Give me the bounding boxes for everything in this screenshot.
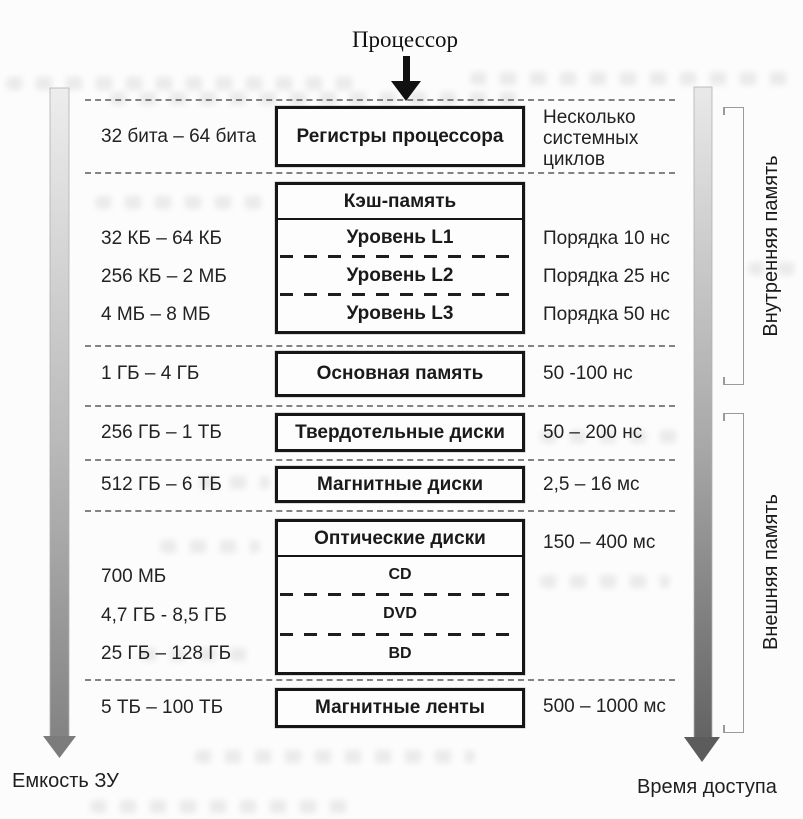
cache-l1-time: Порядка 10 нс	[543, 228, 670, 249]
ssd-time: 50 – 200 нс	[543, 422, 643, 443]
cache-l3-name: Уровень L3	[346, 302, 454, 324]
hdd-time: 2,5 – 16 мс	[543, 474, 640, 495]
scan-artifact	[540, 575, 670, 588]
ssd-name: Твердотельные диски	[295, 421, 505, 443]
cache-l1-name: Уровень L1	[346, 226, 454, 248]
dashed-separator	[85, 99, 675, 101]
scan-artifact	[160, 540, 260, 553]
scan-artifact	[90, 800, 350, 813]
scan-artifact	[95, 196, 270, 209]
optical-cd-name: CD	[388, 566, 412, 584]
processor-down-arrow-icon	[391, 56, 421, 101]
scan-artifact	[470, 72, 800, 85]
external-memory-bracket	[723, 413, 744, 733]
optical-bd-name: BD	[388, 644, 412, 662]
scan-artifact	[195, 750, 475, 763]
registers-time: Несколько системных циклов	[543, 107, 639, 170]
main-memory-capacity: 1 ГБ – 4 ГБ	[101, 363, 200, 384]
cache-title-separator	[278, 218, 522, 220]
dashed-separator	[85, 345, 675, 347]
dashed-separator	[85, 405, 675, 407]
optical-title: Оптические диски	[314, 527, 486, 549]
optical-cd-dvd-separator	[280, 593, 520, 597]
optical-dvd-name: DVD	[383, 605, 417, 623]
internal-memory-label: Внутренняя память	[760, 155, 782, 337]
cache-l1-capacity: 32 КБ – 64 КБ	[101, 228, 223, 249]
cache-l1-l2-separator	[280, 255, 520, 258]
hdd-box: Магнитные диски	[275, 466, 525, 503]
dashed-separator	[85, 172, 675, 174]
cache-l3-capacity: 4 МБ – 8 МБ	[101, 304, 211, 325]
optical-title-separator	[278, 555, 522, 557]
optical-time: 150 – 400 мс	[543, 532, 656, 553]
optical-dvd-bd-separator	[280, 632, 520, 636]
tape-box: Магнитные ленты	[275, 688, 525, 728]
tape-time: 500 – 1000 мс	[543, 696, 666, 717]
cache-l2-time: Порядка 25 нс	[543, 266, 670, 287]
capacity-axis-arrow-icon	[43, 87, 76, 758]
hdd-capacity: 512 ГБ – 6 ТБ	[101, 474, 222, 495]
capacity-axis-label: Емкость ЗУ	[12, 770, 119, 792]
main-memory-time: 50 -100 нс	[543, 363, 633, 384]
cache-l3-time: Порядка 50 нс	[543, 304, 670, 325]
ssd-capacity: 256 ГБ – 1 ТБ	[101, 422, 222, 443]
internal-memory-bracket	[723, 107, 744, 385]
main-memory-name: Основная память	[316, 363, 484, 384]
dashed-separator	[85, 510, 675, 512]
cache-box: Кэш-память Уровень L1 Уровень L2 Уровень…	[275, 182, 525, 334]
optical-box: Оптические диски CD DVD BD	[275, 519, 525, 675]
cache-l2-name: Уровень L2	[346, 264, 454, 286]
optical-bd-capacity: 25 ГБ – 128 ГБ	[101, 643, 232, 664]
cache-l2-l3-separator	[280, 293, 520, 296]
tape-capacity: 5 ТБ – 100 ТБ	[101, 697, 224, 718]
tape-name: Магнитные ленты	[315, 697, 485, 718]
hdd-name: Магнитные диски	[316, 473, 484, 495]
optical-cd-capacity: 700 МБ	[101, 566, 167, 587]
time-axis-label: Время доступа	[637, 776, 777, 798]
registers-box: Регистры процессора	[275, 106, 525, 167]
registers-capacity: 32 бита – 64 бита	[101, 126, 257, 147]
optical-dvd-capacity: 4,7 ГБ - 8,5 ГБ	[101, 605, 227, 626]
dashed-separator	[85, 679, 675, 681]
cache-l2-capacity: 256 КБ – 2 МБ	[101, 266, 227, 287]
cache-title: Кэш-память	[343, 190, 457, 212]
main-memory-box: Основная память	[275, 351, 525, 397]
registers-name: Регистры процессора	[296, 125, 504, 147]
dashed-separator	[85, 459, 675, 461]
external-memory-label: Внешняя память	[760, 494, 782, 650]
processor-label: Процессор	[351, 27, 459, 52]
time-axis-arrow-icon	[684, 86, 720, 762]
ssd-box: Твердотельные диски	[275, 413, 525, 452]
